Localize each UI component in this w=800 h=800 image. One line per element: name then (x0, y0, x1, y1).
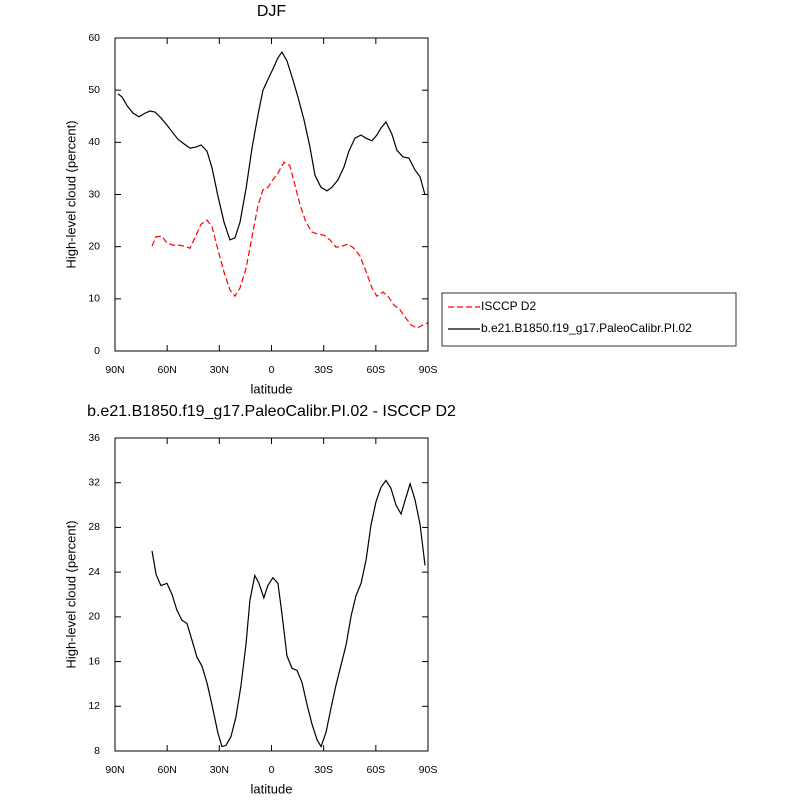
x-tick-label: 90S (419, 364, 438, 376)
y-tick-label: 40 (88, 136, 100, 148)
y-tick-label: 50 (88, 84, 100, 96)
y-tick-label: 30 (88, 188, 100, 200)
legend-label: ISCCP D2 (481, 299, 536, 313)
x-tick-label: 30S (314, 364, 333, 376)
plot-frame (114, 37, 429, 352)
x-tick-label: 30N (210, 764, 229, 776)
x-tick-label: 60N (158, 764, 177, 776)
y-tick-label: 28 (88, 521, 100, 533)
x-tick-label: 30N (210, 364, 229, 376)
legend-box (441, 292, 737, 347)
y-tick-label: 32 (88, 476, 100, 488)
x-tick-label: 90N (105, 364, 124, 376)
x-tick-label: 60N (158, 364, 177, 376)
chart-title: b.e21.B1850.f19_g17.PaleoCalibr.PI.02 - … (87, 403, 456, 420)
y-axis-label: High-level cloud (percent) (63, 520, 78, 668)
y-tick-label: 10 (88, 293, 100, 305)
y-tick-label: 12 (88, 700, 100, 712)
y-tick-label: 20 (88, 240, 100, 252)
data-line (151, 161, 429, 329)
data-line (117, 50, 426, 241)
legend-label: b.e21.B1850.f19_g17.PaleoCalibr.PI.02 (481, 321, 692, 335)
chart-title: DJF (257, 3, 287, 20)
x-tick-label: 90N (105, 764, 124, 776)
y-axis-label: High-level cloud (percent) (63, 120, 78, 268)
y-tick-label: 8 (94, 745, 100, 757)
x-axis-label: latitude (251, 781, 293, 796)
y-tick-label: 36 (88, 432, 100, 444)
y-tick-label: 20 (88, 611, 100, 623)
x-tick-label: 60S (366, 764, 385, 776)
y-tick-label: 60 (88, 32, 100, 44)
y-tick-label: 0 (94, 345, 100, 357)
plot-frame (114, 437, 429, 752)
x-tick-label: 60S (366, 364, 385, 376)
x-tick-label: 90S (419, 764, 438, 776)
x-tick-label: 0 (269, 364, 275, 376)
y-tick-label: 24 (88, 566, 100, 578)
x-tick-label: 30S (314, 764, 333, 776)
data-line (151, 479, 426, 748)
y-tick-label: 16 (88, 655, 100, 667)
x-tick-label: 0 (269, 764, 275, 776)
x-axis-label: latitude (251, 381, 293, 396)
